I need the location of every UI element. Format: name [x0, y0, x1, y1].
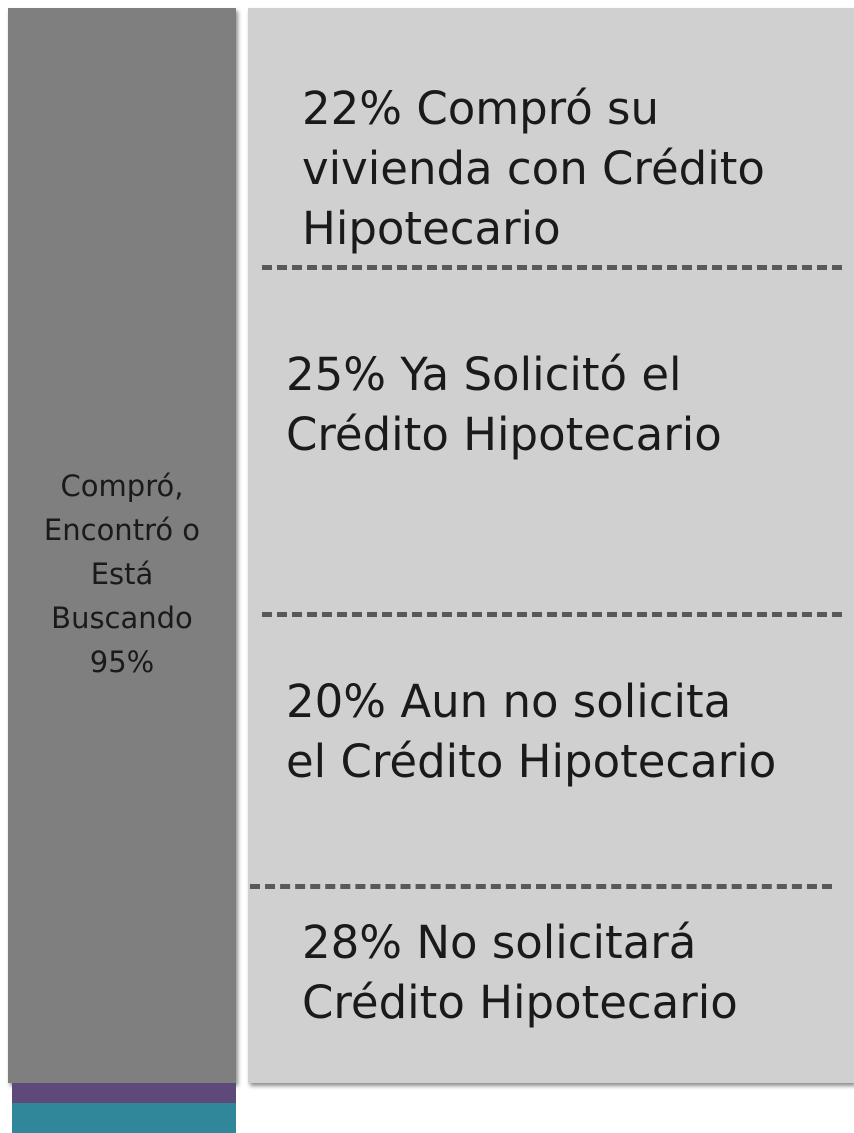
segment-text: vivienda con Crédito: [302, 142, 765, 195]
divider: [262, 612, 842, 617]
segment-text: el Crédito Hipotecario: [286, 735, 777, 788]
segment-text: 25% Ya Solicitó el: [286, 348, 682, 401]
segment-text: Crédito Hipotecario: [286, 408, 722, 461]
right-panel: [248, 8, 854, 1083]
segment-text: 20% Aun no solicita: [286, 675, 732, 728]
bar-label: Buscando: [51, 601, 193, 635]
segment-text: 22% Compró su: [302, 82, 659, 135]
teal-strip: [12, 1103, 236, 1133]
divider: [250, 884, 832, 889]
segment-text: 28% No solicitará: [302, 916, 697, 969]
purple-strip: [12, 1083, 236, 1103]
bar-label: Encontró o: [43, 513, 201, 547]
left-bar: [8, 8, 236, 1083]
segment-text: Hipotecario: [302, 202, 561, 255]
bar-label: Compró,: [60, 469, 184, 503]
bar-label: Está: [90, 557, 154, 591]
divider: [262, 265, 842, 270]
bar-label: 95%: [89, 645, 155, 679]
segment-text: Crédito Hipotecario: [302, 976, 738, 1029]
